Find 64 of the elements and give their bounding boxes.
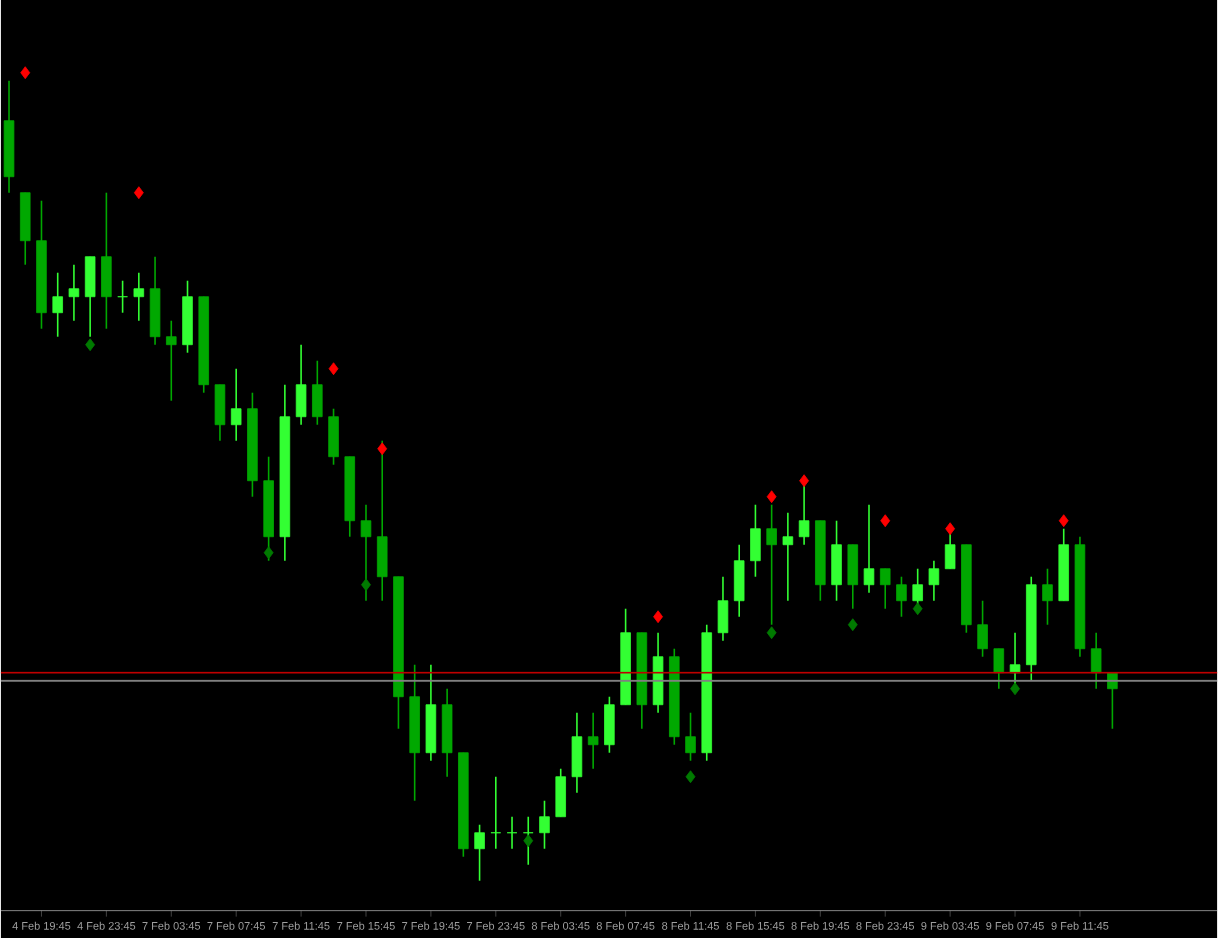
candlestick: [604, 695, 615, 754]
point: [766, 490, 777, 503]
candlestick: [928, 559, 940, 602]
candlestick: [441, 687, 453, 778]
candlestick: [166, 319, 177, 402]
candlestick: [652, 631, 664, 714]
point: [361, 578, 371, 591]
candlestick: [230, 367, 242, 442]
point: [799, 474, 809, 487]
candlestick: [425, 663, 437, 762]
candlestick: [587, 711, 599, 770]
candlestick: [522, 815, 534, 866]
candlestick: [117, 279, 128, 314]
candlestick: [1042, 567, 1053, 626]
candlestick: [863, 503, 875, 594]
candlestick: [1090, 631, 1102, 690]
point: [263, 546, 274, 559]
point: [523, 834, 534, 847]
candlestick: [312, 359, 323, 426]
candlestick: [555, 767, 566, 818]
point: [685, 770, 696, 783]
point: [20, 66, 31, 79]
candlestick: [879, 567, 891, 610]
point: [945, 522, 956, 535]
candlestick: [847, 543, 859, 610]
point: [85, 338, 96, 351]
candlestick: [214, 383, 226, 442]
candlestick: [360, 503, 372, 602]
candlestick: [539, 799, 550, 850]
point: [653, 610, 663, 623]
point: [912, 602, 923, 615]
candlestick: [490, 775, 502, 850]
candlestick: [84, 255, 96, 338]
candlestick: [376, 439, 388, 602]
point: [847, 618, 858, 631]
candlestick: [733, 543, 745, 618]
candlestick: [52, 271, 63, 338]
candlestick: [782, 511, 794, 602]
point: [377, 442, 388, 455]
candlestick: [133, 271, 145, 322]
candlestick: [149, 255, 161, 346]
candlestick: [750, 503, 761, 578]
candlestick: [993, 647, 1005, 690]
point: [1010, 682, 1020, 695]
candlestick: [19, 191, 31, 266]
candlestick: [328, 407, 339, 466]
candlestick: [68, 263, 80, 322]
candlestick: [896, 575, 907, 618]
point: [880, 514, 891, 527]
candlestick: [831, 519, 842, 602]
candlestick: [474, 823, 485, 882]
candlestick: [685, 711, 696, 762]
candlestick: [571, 711, 583, 794]
candlestick: [295, 343, 307, 426]
candlestick: [977, 599, 988, 658]
candlestick: [101, 191, 112, 330]
candlestick: [766, 503, 777, 626]
point: [133, 186, 144, 199]
candlestick: [506, 815, 518, 850]
point: [328, 362, 339, 375]
candlestick: [717, 575, 729, 642]
point: [766, 626, 777, 639]
candlestick: [182, 279, 193, 354]
point: [1058, 514, 1069, 527]
